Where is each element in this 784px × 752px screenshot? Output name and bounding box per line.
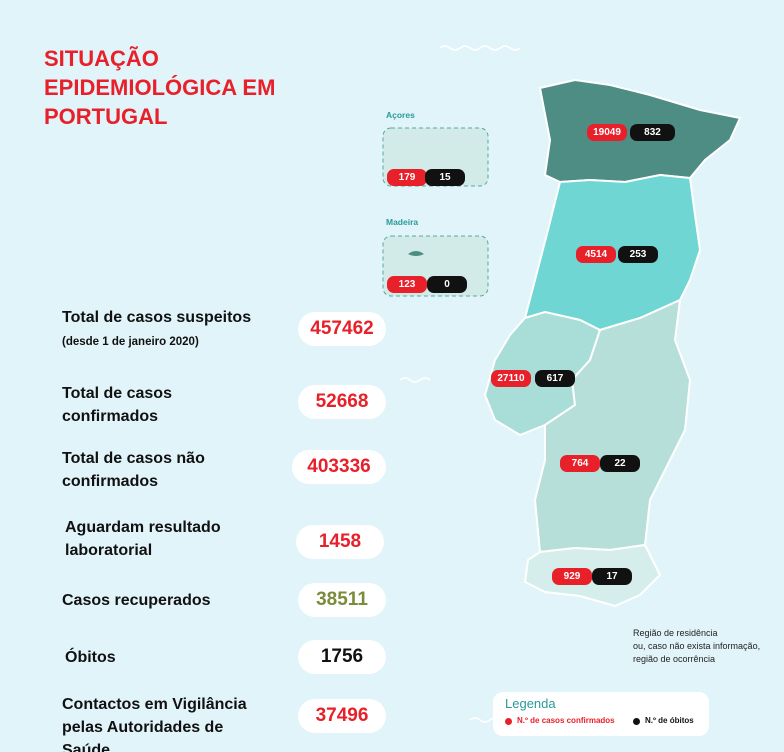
title-line: PORTUGAL: [44, 104, 168, 129]
deaths-badge: 253: [618, 246, 658, 263]
stat-value: 457462: [298, 312, 386, 346]
stat-label: Casos recuperados: [62, 592, 211, 609]
title-line: EPIDEMIOLÓGICA EM: [44, 75, 276, 100]
deaths-badge: 22: [600, 455, 640, 472]
madeira-island: [408, 251, 424, 256]
stat-label: Total de casos não confirmados: [62, 450, 205, 490]
stat-value: 52668: [298, 385, 386, 419]
confirmed-badge: 4514: [576, 246, 616, 263]
stat-label: Total de casos confirmados: [62, 385, 172, 425]
stat-label: Total de casos suspeitos (desde 1 de jan…: [62, 306, 292, 354]
deaths-badge: 15: [425, 169, 465, 186]
stat-value: 1756: [298, 640, 386, 674]
stat-text: Total de casos suspeitos: [62, 309, 252, 326]
legend-dot: [505, 718, 512, 725]
region-note: Região de residência ou, caso não exista…: [633, 627, 760, 666]
stat-value: 38511: [298, 583, 386, 617]
stat-value: 1458: [296, 525, 384, 559]
note-line: região de ocorrência: [633, 654, 716, 664]
deaths-badge: 0: [427, 276, 467, 293]
island-name: Madeira: [386, 217, 419, 227]
confirmed-badge: 179: [387, 169, 427, 186]
deaths-badge: 617: [535, 370, 575, 387]
deaths-badge: 17: [592, 568, 632, 585]
legend-dot: [633, 718, 640, 725]
title: SITUAÇÃO EPIDEMIOLÓGICA EM PORTUGAL: [44, 44, 275, 131]
confirmed-badge: 929: [552, 568, 592, 585]
confirmed-badge: 764: [560, 455, 600, 472]
island-name: Açores: [386, 110, 415, 120]
wave: [439, 45, 521, 51]
stat-label: Contactos em Vigilância pelas Autoridade…: [62, 696, 247, 752]
wave: [399, 377, 431, 383]
stat-note: (desde 1 de janeiro 2020): [62, 336, 199, 348]
stat-value: 37496: [298, 699, 386, 733]
stat-label: Óbitos: [65, 649, 116, 666]
stat-value: 403336: [292, 450, 386, 484]
title-line: SITUAÇÃO: [44, 46, 159, 71]
confirmed-badge: 123: [387, 276, 427, 293]
deaths-badge: 832: [630, 124, 675, 141]
confirmed-badge: 27110: [491, 370, 531, 387]
legend: Legenda N.º de casos confirmados N.º de …: [493, 692, 709, 736]
stat-label: Aguardam resultado laboratorial: [65, 519, 221, 559]
confirmed-badge: 19049: [587, 124, 627, 141]
legend-title: Legenda: [505, 696, 556, 711]
note-line: ou, caso não exista informação,: [633, 641, 761, 651]
legend-item: N.º de óbitos: [645, 716, 694, 725]
note-line: Região de residência: [633, 628, 718, 638]
legend-item: N.º de casos confirmados: [517, 716, 615, 725]
